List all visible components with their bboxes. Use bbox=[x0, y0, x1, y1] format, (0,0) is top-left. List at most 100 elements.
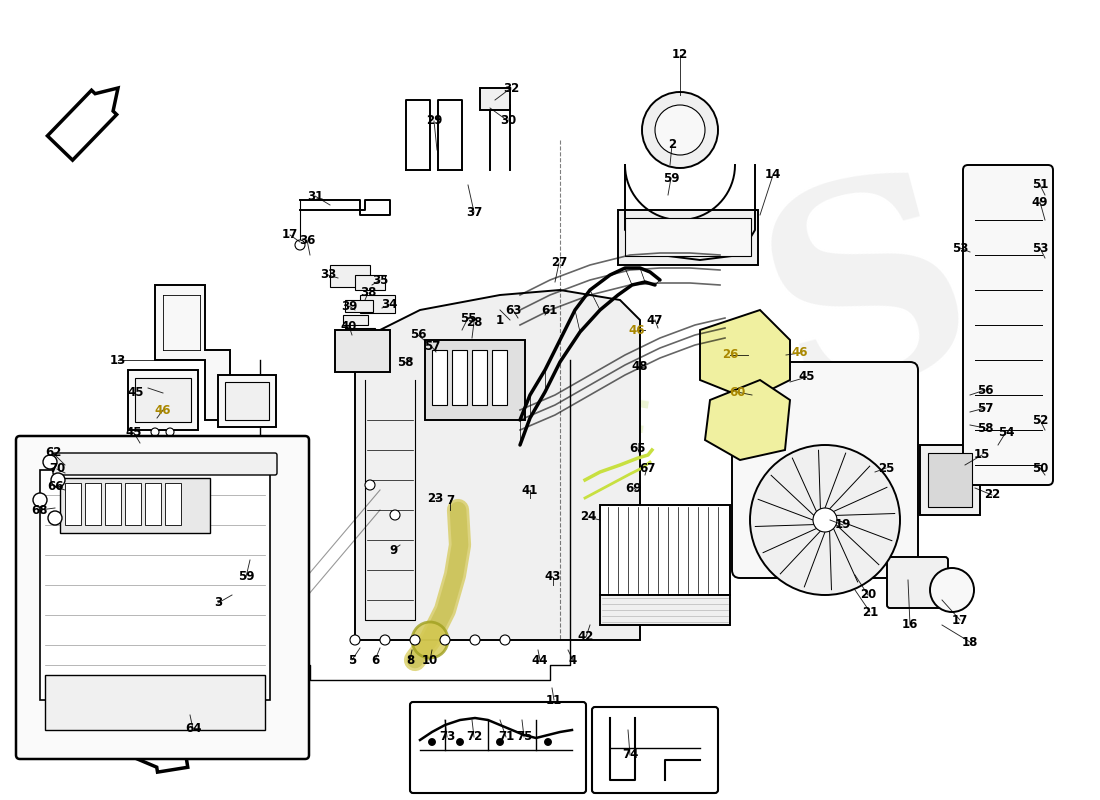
Text: 36: 36 bbox=[299, 234, 316, 246]
Text: 71: 71 bbox=[498, 730, 514, 743]
Text: 25: 25 bbox=[878, 462, 894, 474]
Polygon shape bbox=[705, 380, 790, 460]
Bar bbox=[432, 350, 447, 405]
Circle shape bbox=[456, 738, 463, 746]
Text: 53: 53 bbox=[1032, 242, 1048, 254]
Polygon shape bbox=[355, 290, 640, 640]
Text: 66: 66 bbox=[46, 481, 64, 494]
Circle shape bbox=[500, 635, 510, 645]
Text: 48: 48 bbox=[631, 361, 648, 374]
Circle shape bbox=[51, 473, 65, 487]
Text: 24: 24 bbox=[580, 510, 596, 523]
Circle shape bbox=[295, 240, 305, 250]
Bar bbox=[480, 88, 510, 110]
Circle shape bbox=[170, 511, 179, 519]
Circle shape bbox=[350, 635, 360, 645]
Bar bbox=[920, 445, 980, 515]
Text: 34: 34 bbox=[381, 298, 397, 311]
Text: 20: 20 bbox=[860, 589, 876, 602]
Text: 45: 45 bbox=[799, 370, 815, 383]
Bar bbox=[452, 350, 468, 405]
Text: 57: 57 bbox=[977, 402, 993, 414]
Circle shape bbox=[750, 445, 900, 595]
Circle shape bbox=[43, 455, 57, 469]
Text: 43: 43 bbox=[544, 570, 561, 583]
Text: 27: 27 bbox=[551, 257, 568, 270]
Circle shape bbox=[410, 635, 420, 645]
Bar bbox=[355, 275, 385, 290]
Text: 39: 39 bbox=[341, 299, 358, 313]
Circle shape bbox=[429, 738, 436, 746]
Text: 62: 62 bbox=[45, 446, 62, 459]
Text: 56: 56 bbox=[977, 383, 993, 397]
Text: 45: 45 bbox=[128, 386, 144, 399]
Bar bbox=[145, 483, 161, 525]
Text: 29: 29 bbox=[426, 114, 442, 127]
FancyBboxPatch shape bbox=[218, 438, 278, 498]
Circle shape bbox=[365, 480, 375, 490]
Text: 18: 18 bbox=[961, 635, 978, 649]
Text: 6: 6 bbox=[371, 654, 380, 666]
FancyBboxPatch shape bbox=[130, 440, 198, 510]
Text: 32: 32 bbox=[503, 82, 519, 94]
Text: 28: 28 bbox=[465, 315, 482, 329]
Text: 73: 73 bbox=[439, 730, 455, 743]
Bar bbox=[345, 328, 375, 340]
Text: 8: 8 bbox=[406, 654, 414, 666]
Text: 3: 3 bbox=[213, 597, 222, 610]
Text: 16: 16 bbox=[902, 618, 918, 631]
FancyBboxPatch shape bbox=[53, 453, 277, 475]
Bar bbox=[45, 675, 265, 730]
Text: 64: 64 bbox=[185, 722, 201, 735]
FancyBboxPatch shape bbox=[336, 330, 390, 372]
Text: 74: 74 bbox=[621, 749, 638, 762]
Text: 60: 60 bbox=[729, 386, 745, 398]
Text: 59: 59 bbox=[662, 171, 680, 185]
Text: 56: 56 bbox=[409, 329, 427, 342]
Text: 68: 68 bbox=[32, 503, 48, 517]
Text: 50: 50 bbox=[1032, 462, 1048, 474]
Circle shape bbox=[390, 510, 400, 520]
Text: 23: 23 bbox=[427, 491, 443, 505]
Text: 33: 33 bbox=[320, 269, 337, 282]
Bar bbox=[345, 300, 373, 312]
Bar bbox=[492, 350, 507, 405]
Text: S: S bbox=[738, 144, 1002, 456]
Text: 11: 11 bbox=[546, 694, 562, 706]
Bar bbox=[60, 478, 210, 533]
Text: 46: 46 bbox=[629, 323, 646, 337]
Text: 37: 37 bbox=[466, 206, 482, 218]
FancyBboxPatch shape bbox=[226, 382, 270, 420]
Bar bbox=[343, 315, 368, 325]
Circle shape bbox=[813, 508, 837, 532]
Circle shape bbox=[156, 511, 164, 519]
Bar bbox=[600, 595, 730, 625]
Text: 54: 54 bbox=[998, 426, 1014, 438]
FancyBboxPatch shape bbox=[592, 707, 718, 793]
Text: 67: 67 bbox=[639, 462, 656, 474]
Text: 52: 52 bbox=[1032, 414, 1048, 426]
Text: 58: 58 bbox=[977, 422, 993, 434]
Bar bbox=[928, 453, 972, 507]
Bar bbox=[85, 483, 101, 525]
Text: 31: 31 bbox=[307, 190, 323, 202]
Text: 38: 38 bbox=[360, 286, 376, 299]
Text: 17: 17 bbox=[952, 614, 968, 626]
Text: 72: 72 bbox=[466, 730, 482, 743]
FancyBboxPatch shape bbox=[16, 436, 309, 759]
Bar bbox=[600, 505, 730, 595]
Circle shape bbox=[151, 428, 160, 436]
Text: 30: 30 bbox=[499, 114, 516, 127]
Text: 51: 51 bbox=[1032, 178, 1048, 191]
Circle shape bbox=[654, 105, 705, 155]
Text: 2: 2 bbox=[668, 138, 676, 151]
Circle shape bbox=[48, 511, 62, 525]
Circle shape bbox=[496, 738, 504, 746]
Polygon shape bbox=[135, 733, 188, 772]
Text: 41: 41 bbox=[521, 483, 538, 497]
Text: 14: 14 bbox=[764, 169, 781, 182]
Circle shape bbox=[440, 635, 450, 645]
Text: 5: 5 bbox=[348, 654, 356, 666]
Polygon shape bbox=[155, 285, 230, 420]
Circle shape bbox=[412, 622, 448, 658]
